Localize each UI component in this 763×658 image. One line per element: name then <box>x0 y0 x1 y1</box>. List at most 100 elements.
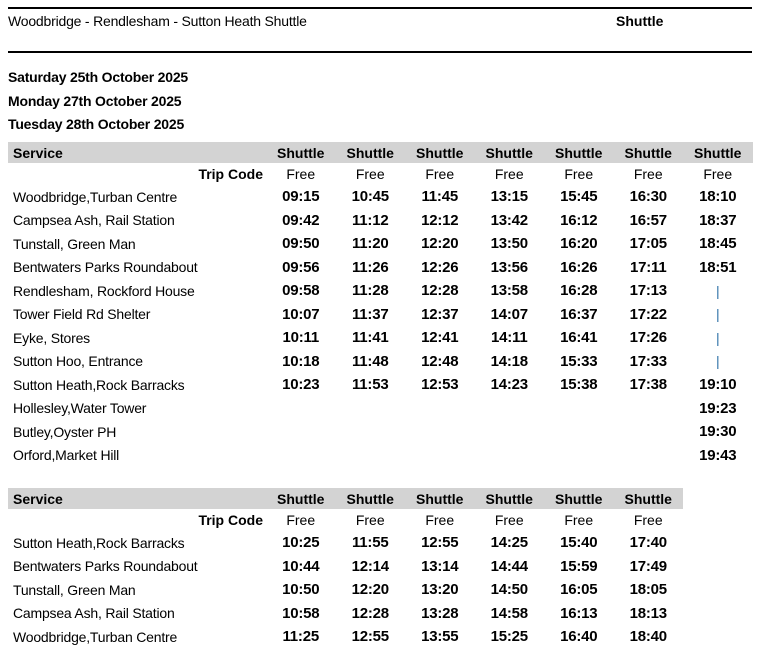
table-row: Campsea Ash, Rail Station 09:42 11:12 12:12… <box>8 209 753 233</box>
date-line: Tuesday 28th October 2025 <box>8 116 185 132</box>
column-header: Shuttle <box>555 144 603 161</box>
departure-time: 15:45 <box>560 188 598 206</box>
table-row: Campsea Ash, Rail Station 10:58 12:28 13:28… <box>8 602 683 626</box>
service-tag: Shuttle <box>616 13 664 29</box>
departure-time: 14:50 <box>490 581 529 599</box>
trip-code-value: Free <box>494 512 524 528</box>
table-row: Butley,Oyster PH 19:30 <box>8 420 753 444</box>
departure-time: 09:42 <box>282 211 320 229</box>
departure-time: 10:58 <box>282 604 320 622</box>
departure-time: 16:41 <box>560 329 598 347</box>
trip-code-value: Free <box>355 512 385 528</box>
table-row: Service Shuttle Shuttle Shuttle Shuttle Shutt… <box>8 488 683 509</box>
departure-time: 11:53 <box>351 376 389 394</box>
table-row: Service Shuttle Shuttle Shuttle Shuttle Shutt… <box>8 142 753 163</box>
table-row: Woodbridge,Turban Centre 11:25 12:55 13:55 1… <box>8 625 683 649</box>
departure-time: 11:41 <box>351 329 389 347</box>
departure-time: 12:28 <box>351 604 390 622</box>
service-header: Service <box>13 144 63 161</box>
departure-time: 12:48 <box>421 352 459 370</box>
departure-time: 15:38 <box>560 376 598 394</box>
departure-time: 17:33 <box>629 352 668 370</box>
trip-code-value: Free <box>286 166 316 182</box>
departure-time: 14:11 <box>490 329 528 347</box>
departure-time: 13:50 <box>490 235 529 253</box>
departure-time: 16:30 <box>629 188 668 206</box>
departure-time: 16:13 <box>560 604 598 622</box>
date-line: Saturday 25th October 2025 <box>8 69 188 85</box>
departure-time: 12:20 <box>351 581 390 599</box>
departure-time: 19:10 <box>699 376 737 394</box>
table-row: Sutton Hoo, Entrance 10:18 11:48 12:48 14:18… <box>8 350 753 374</box>
departure-time: 17:05 <box>629 235 668 253</box>
departure-time: 11:20 <box>351 235 389 253</box>
departure-time: 17:38 <box>629 376 668 394</box>
stop-name: Orford,Market Hill <box>13 447 120 464</box>
header-rule <box>8 51 752 53</box>
table-row: Tower Field Rd Shelter 10:07 11:37 12:37 14:… <box>8 303 753 327</box>
trip-code-value: Free <box>425 512 455 528</box>
departure-time: 18:40 <box>629 628 668 646</box>
departure-time: 18:51 <box>699 258 737 276</box>
departure-time: 17:26 <box>629 329 668 347</box>
departure-time: 13:20 <box>421 581 459 599</box>
departure-time: 12:55 <box>351 628 390 646</box>
departure-time: 17:40 <box>629 534 668 552</box>
stop-name: Sutton Hoo, Entrance <box>13 353 143 370</box>
column-header: Shuttle <box>624 490 672 507</box>
departure-time: 13:58 <box>490 282 529 300</box>
departure-time: 19:30 <box>699 423 737 441</box>
stop-name: Tower Field Rd Shelter <box>13 306 151 323</box>
departure-time: 10:50 <box>282 581 320 599</box>
departure-time: 12:12 <box>421 211 459 229</box>
top-rule <box>8 7 752 9</box>
departure-time: 11:55 <box>351 534 389 552</box>
trip-code-label: Trip Code <box>198 512 263 528</box>
departure-time: 12:53 <box>421 376 459 394</box>
departure-time: 17:11 <box>629 258 667 276</box>
departure-time: 16:37 <box>560 305 598 323</box>
table-row: Bentwaters Parks Roundabout 10:44 12:14 13:… <box>8 555 683 579</box>
trip-code-value: Free <box>425 166 455 182</box>
departure-time: 18:05 <box>629 581 668 599</box>
table-row: Trip Code Free Free Free Free Free Free Free <box>8 163 753 185</box>
departure-time: 18:10 <box>699 188 737 206</box>
operating-dates: Saturday 25th October 2025 Monday 27th O… <box>8 66 188 137</box>
continuation-pipe: | <box>716 353 720 370</box>
departure-time: 12:37 <box>421 305 459 323</box>
stop-name: Tunstall, Green Man <box>13 235 136 252</box>
timetable-outbound: Service Shuttle Shuttle Shuttle Shuttle Shutt… <box>8 142 753 467</box>
trip-code-value: Free <box>564 166 594 182</box>
departure-time: 10:07 <box>282 305 320 323</box>
stop-name: Rendlesham, Rockford House <box>13 282 195 299</box>
table-row: Eyke, Stores 10:11 11:41 12:41 14:11 16:41 17:… <box>8 326 753 350</box>
column-header: Shuttle <box>485 490 533 507</box>
departure-time: 19:43 <box>699 446 737 464</box>
column-header: Shuttle <box>624 144 672 161</box>
trip-code-label: Trip Code <box>198 166 263 182</box>
departure-time: 13:14 <box>421 557 459 575</box>
departure-time: 14:58 <box>490 604 529 622</box>
departure-time: 14:44 <box>490 557 529 575</box>
departure-time: 10:45 <box>351 188 390 206</box>
departure-time: 15:59 <box>560 557 598 575</box>
departure-time: 11:37 <box>351 305 389 323</box>
departure-time: 11:48 <box>351 352 389 370</box>
departure-time: 16:26 <box>560 258 598 276</box>
stop-name: Woodbridge,Turban Centre <box>13 628 178 645</box>
departure-time: 12:28 <box>421 282 459 300</box>
date-line: Monday 27th October 2025 <box>8 92 182 109</box>
departure-time: 11:26 <box>351 258 389 276</box>
stop-name: Sutton Heath,Rock Barracks <box>13 376 185 393</box>
column-header: Shuttle <box>416 144 464 161</box>
departure-time: 12:14 <box>351 557 390 575</box>
trip-code-value: Free <box>355 166 385 182</box>
timetable-return: Service Shuttle Shuttle Shuttle Shuttle Shutt… <box>8 488 683 649</box>
stop-name: Woodbridge,Turban Centre <box>13 188 178 205</box>
table-row: Orford,Market Hill 19:43 <box>8 444 753 468</box>
stop-name: Hollesley,Water Tower <box>13 400 147 417</box>
departure-time: 10:18 <box>282 352 320 370</box>
table-row: Bentwaters Parks Roundabout 09:56 11:26 12:… <box>8 256 753 280</box>
departure-time: 11:12 <box>351 211 389 229</box>
